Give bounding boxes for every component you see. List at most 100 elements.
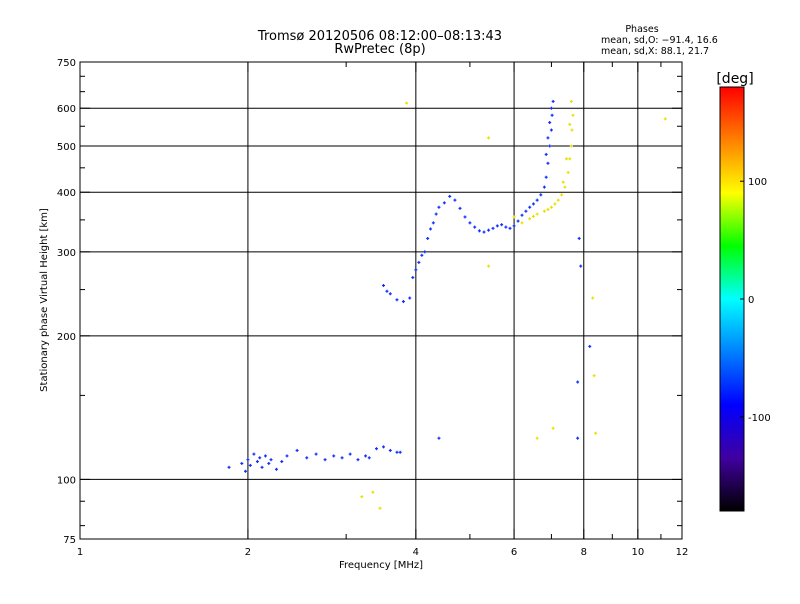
data-point-o-mode xyxy=(577,236,581,240)
data-point-x-mode xyxy=(549,205,553,209)
data-point-o-mode xyxy=(495,224,499,228)
data-point-o-mode xyxy=(579,264,583,268)
y-tick-label: 400 xyxy=(57,188,76,199)
x-tick-label: 1 xyxy=(77,547,83,558)
data-point-o-mode xyxy=(544,152,548,156)
data-point-x-mode xyxy=(553,202,557,206)
colorbar-ticks: 100 0 -100 xyxy=(740,177,771,424)
data-point-o-mode xyxy=(576,380,580,384)
data-point-o-mode xyxy=(388,448,392,452)
data-point-o-mode xyxy=(549,106,553,110)
data-point-x-mode xyxy=(371,490,375,494)
y-axis-label: Stationary phase Virtual Height [km] xyxy=(39,208,50,392)
data-point-o-mode xyxy=(448,194,452,198)
phases-heading: Phases xyxy=(625,24,658,35)
x-tick-label: 8 xyxy=(581,547,587,558)
data-point-o-mode xyxy=(395,298,399,302)
colorbar-tick-label: 0 xyxy=(748,295,754,306)
data-point-o-mode xyxy=(442,201,446,205)
y-tick-label: 200 xyxy=(57,332,76,343)
data-point-o-mode xyxy=(528,205,532,209)
chart-title: Tromsø 20120506 08:12:00–08:13:43 xyxy=(257,29,502,44)
data-point-o-mode xyxy=(473,225,477,229)
data-point-x-mode xyxy=(566,170,570,174)
x-axis-label: Frequency [MHz] xyxy=(339,560,423,571)
data-point-o-mode xyxy=(280,460,284,464)
y-tick-label: 600 xyxy=(57,104,76,115)
data-point-o-mode xyxy=(535,198,539,202)
data-point-o-mode xyxy=(255,460,259,464)
data-point-o-mode xyxy=(508,226,512,230)
colorbar-label: [deg] xyxy=(716,71,753,87)
data-point-o-mode xyxy=(500,223,504,227)
data-point-o-mode xyxy=(411,276,415,280)
data-point-o-mode xyxy=(269,458,273,462)
data-point-o-mode xyxy=(267,461,271,465)
data-point-o-mode xyxy=(520,213,524,217)
data-point-o-mode xyxy=(434,212,438,216)
data-point-o-mode xyxy=(398,450,402,454)
y-tick-label: 750 xyxy=(57,58,76,69)
x-tick-label: 12 xyxy=(676,547,689,558)
data-point-x-mode xyxy=(563,185,567,189)
data-point-x-mode xyxy=(571,113,575,117)
data-point-x-mode xyxy=(570,128,574,132)
data-point-o-mode xyxy=(246,458,250,462)
data-point-o-mode xyxy=(314,452,318,456)
x-tick-label: 4 xyxy=(413,547,419,558)
data-point-o-mode xyxy=(429,227,433,231)
data-point-o-mode xyxy=(539,193,543,197)
data-point-x-mode xyxy=(546,207,550,211)
data-point-o-mode xyxy=(258,456,262,460)
data-point-o-mode xyxy=(546,161,550,165)
data-point-o-mode xyxy=(437,436,441,440)
data-point-o-mode xyxy=(388,292,392,296)
data-point-x-mode xyxy=(569,99,573,103)
data-point-o-mode xyxy=(381,283,385,287)
data-point-x-mode xyxy=(542,209,546,213)
data-point-o-mode xyxy=(408,296,412,300)
data-point-o-mode xyxy=(524,209,528,213)
data-point-x-mode xyxy=(565,157,569,161)
data-point-x-mode xyxy=(551,426,555,430)
data-point-o-mode xyxy=(423,250,427,254)
y-tick-label: 75 xyxy=(63,535,76,546)
y-tick-label: 300 xyxy=(57,248,76,259)
data-point-o-mode xyxy=(348,452,352,456)
data-point-x-mode xyxy=(560,193,564,197)
y-tick-label: 100 xyxy=(57,475,76,486)
data-point-o-mode xyxy=(463,215,467,219)
data-point-x-mode xyxy=(360,495,364,499)
phases-line-x: mean, sd,X: 88.1, 21.7 xyxy=(601,46,709,57)
data-point-o-mode xyxy=(504,225,508,229)
data-point-o-mode xyxy=(482,230,486,234)
data-point-x-mode xyxy=(535,212,539,216)
data-point-x-mode xyxy=(378,506,382,510)
data-point-o-mode xyxy=(487,228,491,232)
data-point-o-mode xyxy=(477,229,481,233)
phases-line-o: mean, sd,O: −91.4, 16.6 xyxy=(601,35,718,46)
data-point-x-mode xyxy=(556,198,560,202)
plot-grid xyxy=(80,62,682,539)
data-point-o-mode xyxy=(240,461,244,465)
data-point-o-mode xyxy=(544,175,548,179)
data-point-o-mode xyxy=(364,454,368,458)
data-point-o-mode xyxy=(588,344,592,348)
data-point-o-mode xyxy=(252,452,256,456)
data-point-x-mode xyxy=(405,101,409,105)
data-point-o-mode xyxy=(285,454,289,458)
data-point-o-mode xyxy=(263,454,267,458)
data-point-x-mode xyxy=(528,217,532,221)
y-tick-label: 500 xyxy=(57,142,76,153)
data-point-o-mode xyxy=(248,463,252,467)
data-point-o-mode xyxy=(260,465,264,469)
data-point-o-mode xyxy=(458,206,462,210)
data-point-o-mode xyxy=(431,221,435,225)
data-point-x-mode xyxy=(487,136,491,140)
data-point-o-mode xyxy=(491,226,495,230)
x-tick-label: 10 xyxy=(631,547,644,558)
data-point-o-mode xyxy=(374,447,378,451)
data-point-o-mode xyxy=(385,289,389,293)
data-point-o-mode xyxy=(453,198,457,202)
